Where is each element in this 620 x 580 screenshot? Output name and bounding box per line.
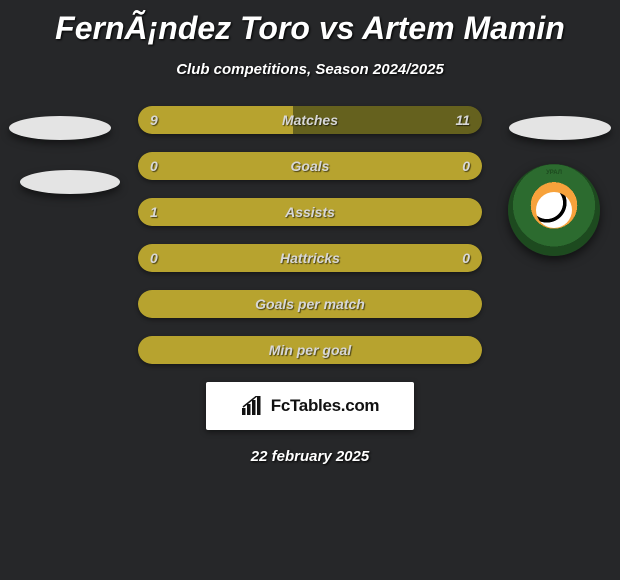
bar-value-left: 9 [150, 106, 158, 134]
bar-value-right: 0 [462, 152, 470, 180]
page-subtitle: Club competitions, Season 2024/2025 [0, 61, 620, 78]
stat-bar: Min per goal [138, 336, 482, 364]
brand-box: FcTables.com [206, 382, 414, 430]
bar-value-right: 0 [462, 244, 470, 272]
bar-value-left: 1 [150, 198, 158, 226]
player1-badge [9, 116, 111, 140]
bar-label: Min per goal [138, 336, 482, 364]
comparison-chart: УРАЛ Matches911Goals00Assists1Hattricks0… [0, 106, 620, 364]
brand-icon [241, 396, 265, 416]
stat-bar: Assists1 [138, 198, 482, 226]
stat-bar: Goals per match [138, 290, 482, 318]
bar-label: Goals per match [138, 290, 482, 318]
bar-value-left: 0 [150, 244, 158, 272]
bar-label: Matches [138, 106, 482, 134]
bar-value-left: 0 [150, 152, 158, 180]
page-title: FernÃ¡ndez Toro vs Artem Mamin [0, 0, 620, 47]
bar-label: Assists [138, 198, 482, 226]
bar-value-right: 11 [455, 106, 470, 134]
stat-bar: Goals0 0 [138, 152, 482, 180]
date-text: 22 february 2025 [0, 448, 620, 465]
player2-badge [509, 116, 611, 140]
stat-bar: Matches9 11 [138, 106, 482, 134]
bar-label: Goals [138, 152, 482, 180]
bar-label: Hattricks [138, 244, 482, 272]
stat-bar: Hattricks0 0 [138, 244, 482, 272]
brand-text: FcTables.com [271, 396, 380, 416]
player2-club-logo: УРАЛ [508, 164, 600, 256]
stat-bars: Matches911Goals00Assists1Hattricks00Goal… [138, 106, 482, 364]
player1-badge-2 [20, 170, 120, 194]
